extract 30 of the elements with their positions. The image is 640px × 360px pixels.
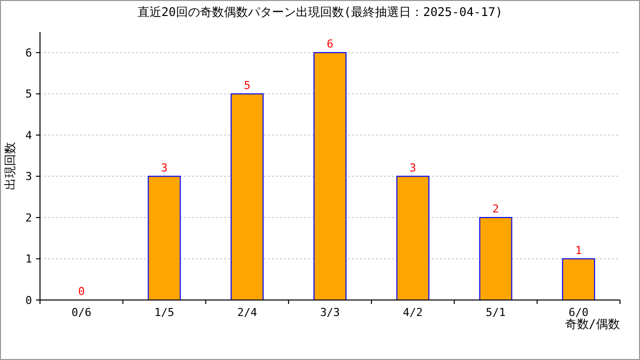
y-axis-title: 出現回数 — [3, 142, 17, 190]
data-label: 6 — [326, 38, 334, 51]
bar — [148, 176, 181, 300]
x-axis-title: 奇数/偶数 — [564, 317, 620, 331]
x-tick-label: 0/6 — [71, 306, 92, 319]
data-label: 5 — [244, 78, 250, 92]
y-tick-label: 3 — [25, 170, 32, 184]
x-tick-label: 3/3 — [320, 306, 340, 319]
x-tick-label: 1/5 — [154, 306, 174, 319]
y-tick-label: 1 — [25, 252, 32, 266]
bar — [396, 176, 430, 300]
y-tick-label: 5 — [25, 88, 32, 101]
data-label: 0 — [78, 285, 85, 298]
y-tick-label: 4 — [25, 128, 32, 142]
y-tick-label: 2 — [25, 211, 32, 224]
data-label: 1 — [575, 244, 582, 257]
x-tick-label: 4/2 — [402, 306, 423, 319]
y-tick-label: 0 — [25, 294, 32, 307]
bar — [562, 258, 596, 300]
y-tick-label: 6 — [25, 46, 32, 60]
chart-title: 直近20回の奇数偶数パターン出現回数(最終抽選日：2025-04-17) — [137, 5, 503, 19]
data-label: 3 — [410, 161, 416, 174]
x-tick-label: 5/1 — [486, 306, 506, 319]
bar — [230, 93, 264, 300]
bar — [314, 52, 346, 300]
x-tick-label: 2/4 — [237, 306, 258, 319]
x-tick-label: 6/0 — [568, 306, 589, 319]
data-label: 3 — [160, 161, 168, 174]
data-label: 2 — [492, 202, 500, 216]
bar — [479, 217, 512, 300]
